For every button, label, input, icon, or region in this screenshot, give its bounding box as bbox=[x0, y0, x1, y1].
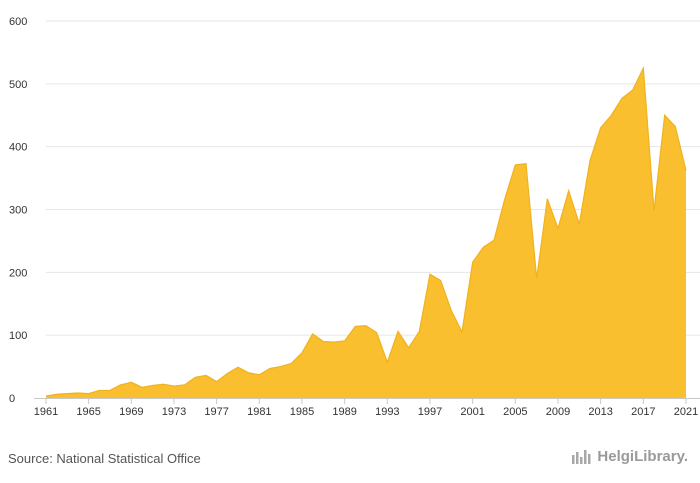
x-tick-label: 1993 bbox=[375, 406, 399, 418]
x-tick-label: 1973 bbox=[162, 406, 186, 418]
y-tick-label: 600 bbox=[9, 16, 27, 28]
x-tick-label: 1989 bbox=[332, 406, 356, 418]
x-tick-label: 1965 bbox=[76, 406, 100, 418]
x-tick-label: 1961 bbox=[34, 406, 58, 418]
y-tick-label: 400 bbox=[9, 142, 27, 154]
x-tick-label: 2013 bbox=[588, 406, 612, 418]
library-icon bbox=[572, 449, 591, 464]
y-tick-label: 500 bbox=[9, 79, 27, 91]
x-tick-label: 1981 bbox=[247, 406, 271, 418]
series-area bbox=[45, 65, 687, 398]
x-tick-label: 2001 bbox=[460, 406, 484, 418]
x-tick-label: 1969 bbox=[119, 406, 143, 418]
x-tick-label: 1977 bbox=[204, 406, 228, 418]
x-tick-label: 2017 bbox=[631, 406, 655, 418]
x-tick-label: 2005 bbox=[503, 406, 527, 418]
area-outline bbox=[45, 65, 687, 397]
y-tick-label: 100 bbox=[9, 330, 27, 342]
y-tick-label: 300 bbox=[9, 205, 27, 217]
x-tick-label: 2009 bbox=[546, 406, 570, 418]
x-tick-label: 2021 bbox=[674, 406, 698, 418]
x-tick-label: 1985 bbox=[290, 406, 314, 418]
y-tick-label: 200 bbox=[9, 267, 27, 279]
x-tick-label: 1997 bbox=[418, 406, 442, 418]
area-chart: 0 100 200 300 400 500 600 1961 1965 1969 1973 1977 1… bbox=[9, 16, 700, 418]
axes: 0 100 200 300 400 500 600 1961 1965 1969 1973 1977 1… bbox=[9, 16, 700, 418]
brand-text: HelgiLibrary. bbox=[597, 448, 688, 465]
source-note: Source: National Statistical Office bbox=[8, 451, 201, 466]
brand-logo[interactable]: HelgiLibrary. bbox=[571, 448, 688, 465]
area-fill bbox=[46, 68, 686, 398]
y-tick-label: 0 bbox=[9, 393, 15, 405]
